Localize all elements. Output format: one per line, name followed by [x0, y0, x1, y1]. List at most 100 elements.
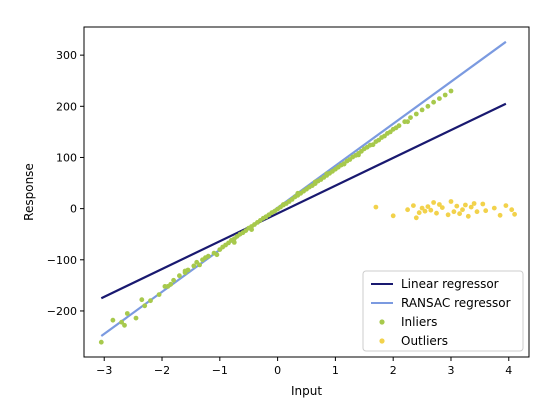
- legend-swatch-inliers: [379, 319, 385, 325]
- y-tick-label: −200: [47, 305, 77, 318]
- point-outliers: [425, 204, 431, 210]
- point-outliers: [413, 215, 419, 221]
- point-inliers: [413, 111, 419, 117]
- point-inliers: [171, 277, 177, 283]
- x-tick-label: 4: [505, 364, 512, 377]
- point-outliers: [483, 208, 489, 214]
- point-outliers: [439, 205, 445, 211]
- y-tick-label: 100: [56, 151, 77, 164]
- point-inliers: [442, 92, 448, 98]
- point-inliers: [431, 99, 436, 105]
- point-outliers: [512, 211, 517, 217]
- y-tick-label: 300: [56, 49, 77, 62]
- point-outliers: [465, 213, 471, 219]
- point-outliers: [390, 213, 396, 219]
- point-outliers: [416, 210, 422, 216]
- x-axis-label: Input: [291, 384, 322, 398]
- point-outliers: [497, 212, 503, 218]
- legend-label-ransac-regressor: RANSAC regressor: [401, 296, 511, 310]
- y-axis: −200 −100 0 100 200 300: [47, 49, 84, 318]
- point-outliers: [448, 199, 454, 204]
- legend-label-inliers: Inliers: [401, 315, 437, 329]
- point-inliers: [341, 161, 347, 167]
- point-inliers: [191, 263, 197, 269]
- point-inliers: [263, 214, 269, 220]
- point-inliers: [214, 252, 220, 258]
- point-outliers: [434, 210, 439, 216]
- point-outliers: [431, 200, 436, 205]
- point-inliers: [165, 284, 171, 289]
- point-inliers: [370, 142, 376, 148]
- point-outliers: [451, 209, 457, 215]
- point-outliers: [457, 211, 462, 217]
- legend-swatch-outliers: [379, 338, 385, 344]
- x-tick-label: 3: [447, 364, 454, 377]
- point-inliers: [324, 171, 330, 177]
- x-tick-label: 2: [390, 364, 397, 377]
- point-inliers: [124, 311, 130, 316]
- legend: Linear regressor RANSAC regressor Inlier…: [362, 270, 524, 352]
- point-outliers: [468, 204, 474, 210]
- point-inliers: [142, 303, 148, 309]
- y-tick-label: 200: [56, 100, 77, 113]
- legend-label-linear-regressor: Linear regressor: [401, 277, 499, 291]
- point-inliers: [205, 253, 211, 259]
- point-inliers: [98, 339, 104, 345]
- line-linear-regressor: [100, 102, 507, 300]
- point-inliers: [182, 270, 188, 275]
- x-axis: −3 −2 −1 0 1 2 3 4: [96, 357, 512, 377]
- point-inliers: [177, 273, 182, 279]
- point-outliers: [422, 208, 428, 214]
- point-outliers: [480, 201, 486, 207]
- point-outliers: [437, 202, 442, 207]
- x-tick-label: −3: [96, 364, 112, 377]
- point-inliers: [312, 179, 318, 185]
- point-inliers: [156, 292, 162, 297]
- point-inliers: [231, 240, 237, 245]
- plot-content: [98, 40, 517, 345]
- x-tick-label: −2: [154, 364, 170, 377]
- point-inliers: [387, 129, 393, 135]
- point-outliers: [454, 203, 460, 209]
- point-outliers: [428, 207, 434, 213]
- point-inliers: [448, 88, 454, 94]
- point-outliers: [411, 203, 416, 209]
- point-inliers: [122, 322, 127, 328]
- point-inliers: [110, 317, 116, 323]
- point-inliers: [295, 190, 301, 196]
- point-outliers: [405, 207, 410, 213]
- point-inliers: [148, 298, 153, 304]
- point-inliers: [405, 119, 410, 125]
- point-inliers: [419, 107, 425, 113]
- point-inliers: [437, 96, 442, 101]
- x-tick-label: 1: [332, 364, 339, 377]
- x-tick-label: −1: [212, 364, 228, 377]
- point-inliers: [356, 152, 361, 158]
- legend-label-outliers: Outliers: [401, 334, 448, 348]
- x-tick-label: 0: [274, 364, 281, 377]
- point-inliers: [396, 123, 402, 129]
- y-tick-label: −100: [47, 254, 77, 267]
- point-inliers: [408, 115, 413, 120]
- y-tick-label: 0: [70, 203, 77, 216]
- point-inliers: [119, 319, 124, 325]
- point-outliers: [373, 204, 379, 210]
- point-inliers: [197, 262, 203, 268]
- point-outliers: [491, 205, 497, 211]
- point-outliers: [419, 205, 425, 211]
- point-outliers: [509, 207, 515, 213]
- plot-frame: [83, 26, 530, 358]
- point-inliers: [425, 103, 431, 109]
- point-outliers: [445, 212, 451, 218]
- point-inliers: [139, 297, 145, 303]
- y-axis-label: Response: [22, 163, 36, 221]
- point-inliers: [133, 315, 139, 321]
- point-inliers: [281, 202, 286, 207]
- point-outliers: [503, 203, 509, 209]
- series-inliers: [98, 88, 454, 345]
- point-outliers: [474, 209, 480, 215]
- legend-box: [362, 270, 524, 352]
- point-outliers: [460, 207, 465, 213]
- point-outliers: [471, 201, 477, 206]
